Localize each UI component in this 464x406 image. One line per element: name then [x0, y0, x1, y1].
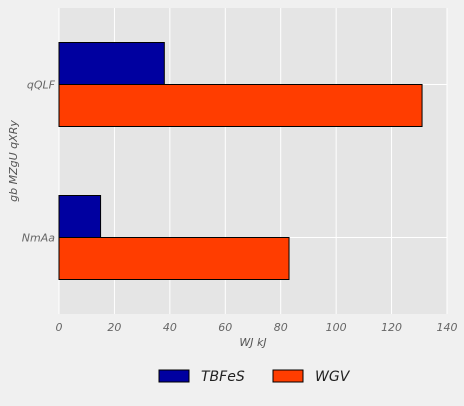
bar-TBFeS-qQLF: [58, 42, 165, 85]
y-tick-labels: NmAa qQLF: [22, 79, 56, 245]
x-tick-label: 140: [437, 321, 458, 334]
x-tick-labels: 0 20 40 60 80 100 120 140: [56, 321, 458, 334]
y-tick-label: qQLF: [27, 79, 56, 92]
x-tick-label: 0: [56, 321, 63, 334]
legend-swatch-WGV: [272, 369, 304, 383]
bar-WGV-qQLF: [58, 84, 423, 127]
bar-WGV-NmAa: [58, 237, 290, 280]
x-tick-label: 80: [274, 321, 288, 334]
x-tick-label: 60: [218, 321, 232, 334]
x-tick-label: 100: [326, 321, 347, 334]
y-axis-label: gb MZgU qXRy: [7, 120, 20, 202]
legend: TBFeS WGV: [158, 369, 351, 385]
bars: [58, 42, 423, 280]
legend-label-WGV: WGV: [315, 369, 351, 385]
x-axis-label: WJ kJ: [239, 336, 266, 349]
y-tick-label: NmAa: [22, 232, 55, 245]
legend-label-TBFeS: TBFeS: [201, 369, 245, 385]
x-tick-label: 40: [163, 321, 177, 334]
legend-swatch-TBFeS: [158, 369, 190, 383]
x-tick-label: 120: [381, 321, 402, 334]
x-tick-label: 20: [107, 321, 121, 334]
bar-TBFeS-NmAa: [58, 195, 102, 238]
